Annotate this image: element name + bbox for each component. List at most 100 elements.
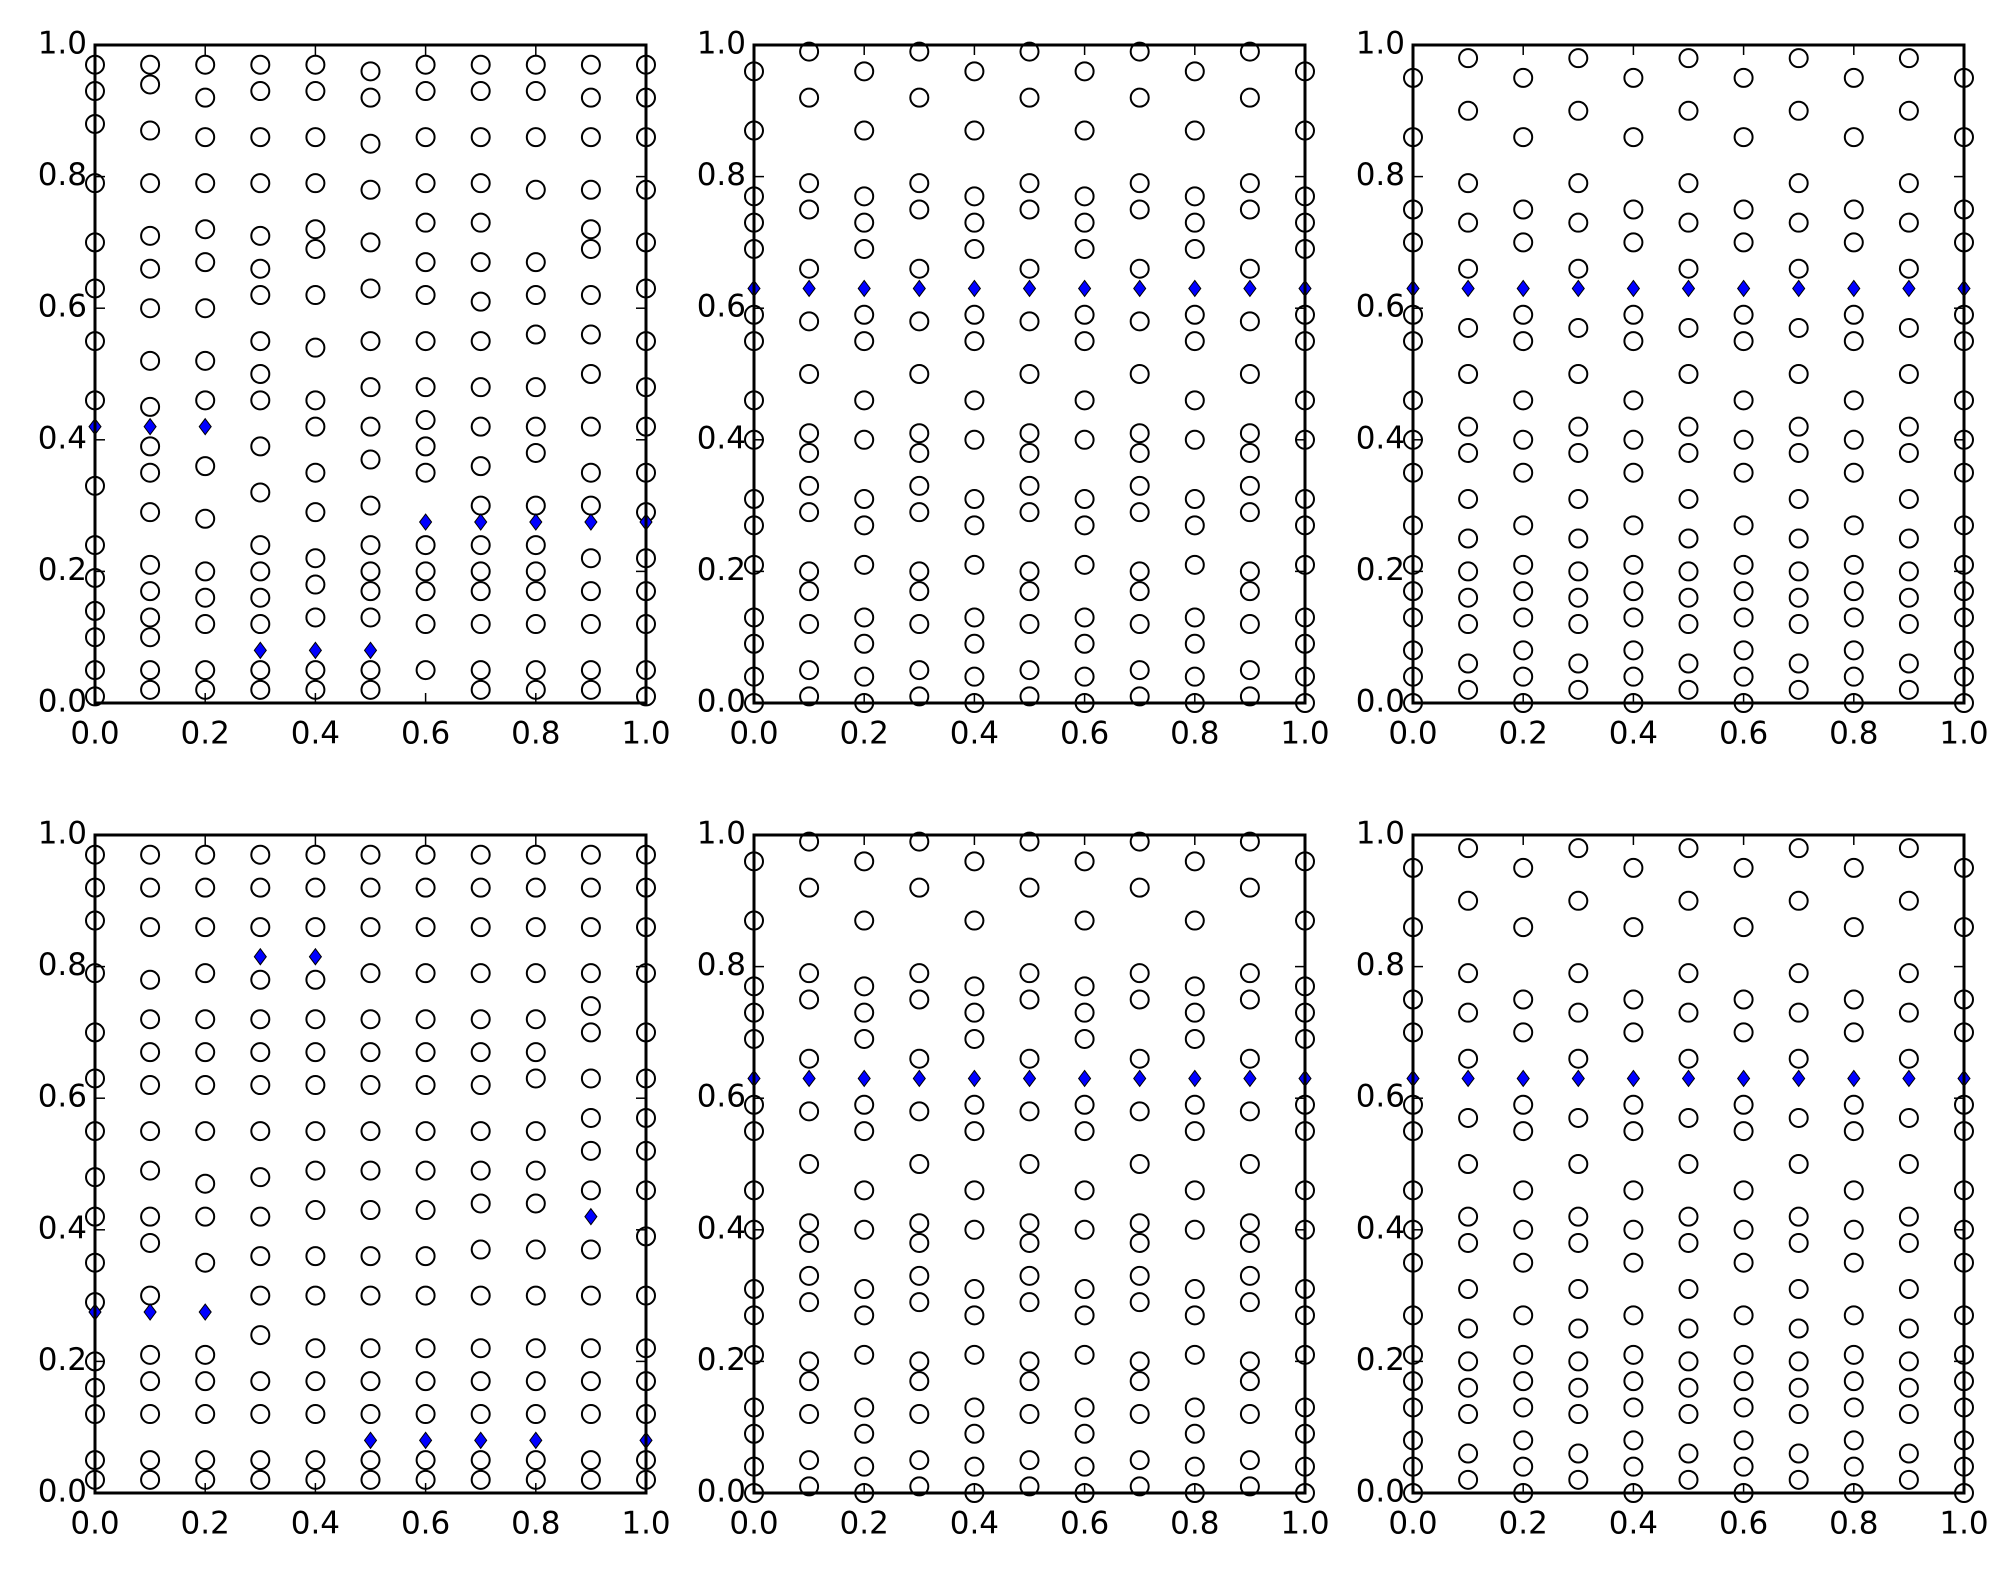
point <box>1513 1456 1534 1477</box>
point <box>964 331 985 352</box>
y-tick-label: 0.6 <box>697 289 746 325</box>
point <box>305 219 326 240</box>
point <box>250 1167 271 1188</box>
point <box>250 1206 271 1227</box>
x-tick-label: 1.0 <box>1939 716 1988 752</box>
point <box>1568 1107 1589 1128</box>
x-tick-label: 0.0 <box>729 716 778 752</box>
point <box>909 1213 930 1234</box>
point <box>1074 666 1095 687</box>
point <box>415 1075 436 1096</box>
point <box>1239 1404 1260 1425</box>
point <box>580 548 601 569</box>
point <box>909 963 930 984</box>
x-tick-label: 0.6 <box>1060 1506 1109 1542</box>
point <box>1678 489 1699 510</box>
highlight-point <box>529 1431 543 1450</box>
highlight-point <box>143 417 157 436</box>
point <box>909 1476 930 1497</box>
point <box>909 1404 930 1425</box>
y-tick-label: 0.2 <box>697 1342 746 1378</box>
point <box>1129 423 1150 444</box>
point <box>140 1450 161 1471</box>
point <box>1129 831 1150 852</box>
point <box>909 686 930 707</box>
point <box>195 173 216 194</box>
x-tick-label: 0.2 <box>840 716 889 752</box>
point <box>1733 390 1754 411</box>
point <box>140 350 161 371</box>
point <box>1129 311 1150 332</box>
point <box>470 252 491 273</box>
point <box>1788 1154 1809 1174</box>
y-tick-label: 0.4 <box>1356 420 1405 456</box>
point <box>799 199 820 220</box>
point <box>1623 304 1644 325</box>
y-tick-label: 0.2 <box>38 1342 87 1378</box>
point <box>1843 1344 1864 1365</box>
x-tick-label: 0.8 <box>1170 716 1219 752</box>
highlight-point <box>912 1069 926 1088</box>
point <box>415 1009 436 1030</box>
point <box>1458 258 1479 279</box>
point <box>140 844 161 865</box>
point <box>1513 554 1534 575</box>
point <box>305 462 326 483</box>
point <box>1129 199 1150 220</box>
point <box>1788 1351 1809 1372</box>
point <box>799 423 820 444</box>
x-tick-label: 0.0 <box>729 1506 778 1542</box>
y-tick-label: 1.0 <box>697 816 746 852</box>
point <box>415 660 436 681</box>
point <box>964 976 985 997</box>
point <box>854 1180 875 1201</box>
point <box>1074 1423 1095 1444</box>
x-tick-label: 0.4 <box>1609 716 1658 752</box>
point <box>1568 838 1589 859</box>
point <box>195 1173 216 1194</box>
point <box>195 390 216 411</box>
point <box>854 331 875 352</box>
point <box>1843 1305 1864 1326</box>
point <box>909 87 930 108</box>
point <box>305 660 326 681</box>
point <box>799 364 820 384</box>
point <box>1513 67 1534 88</box>
highlight-point <box>1077 1069 1092 1088</box>
point <box>1129 963 1150 984</box>
point <box>854 1002 875 1023</box>
point <box>250 844 271 865</box>
point <box>1513 199 1534 220</box>
highlight-point <box>418 1431 433 1450</box>
point <box>1788 416 1809 437</box>
point <box>1678 442 1699 463</box>
point <box>415 1121 436 1142</box>
point <box>1623 640 1644 661</box>
plot-area <box>754 45 1305 703</box>
point <box>250 1325 271 1346</box>
point <box>1239 1213 1260 1234</box>
point <box>1898 1404 1919 1425</box>
point <box>1239 475 1260 496</box>
point <box>1898 1318 1919 1339</box>
point <box>470 1160 491 1181</box>
highlight-point <box>474 1431 488 1450</box>
point <box>140 627 161 648</box>
point <box>1733 462 1754 483</box>
point <box>1129 1476 1150 1497</box>
y-tick-label: 0.8 <box>1356 157 1405 193</box>
point <box>195 219 216 240</box>
highlight-point <box>1736 279 1751 298</box>
point <box>1733 199 1754 220</box>
point <box>525 561 546 582</box>
point <box>470 1450 491 1471</box>
point <box>964 666 985 687</box>
point <box>1733 1121 1754 1142</box>
point <box>1513 1219 1534 1240</box>
point <box>1898 1154 1919 1174</box>
point <box>1623 1305 1644 1326</box>
point <box>1843 1180 1864 1201</box>
point <box>140 1206 161 1227</box>
plot-area <box>1413 835 1964 1493</box>
